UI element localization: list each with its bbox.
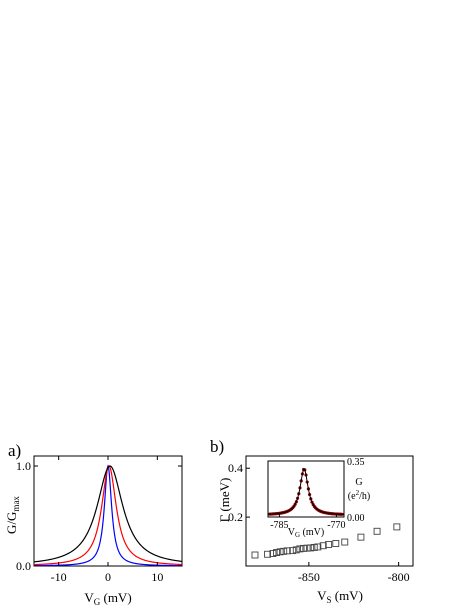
panel-b-point [332, 540, 340, 547]
inset-ytick-label: 0.00 [347, 513, 365, 524]
inset-xlabel-sub: G [295, 531, 300, 539]
inset-ylabel-pre: (e [348, 491, 356, 502]
panel-a-xtick-label: -10 [51, 570, 67, 584]
panel-b-point [300, 544, 307, 552]
panel-b-point [341, 538, 349, 546]
panel-a-frame [33, 455, 183, 567]
panel-b-point [373, 527, 381, 535]
panel-a-series-1 [33, 465, 183, 566]
panel-a-series-0 [34, 464, 182, 567]
panel-b-point [296, 545, 304, 553]
panel-a-ytick-label: 0.0 [16, 559, 31, 573]
inset-ylabel-post: /h) [359, 491, 370, 502]
panel-a-series-2 [33, 465, 183, 563]
panel-b-point [393, 523, 401, 531]
panel-b-label: b) [210, 437, 224, 456]
panel-b-point [314, 543, 322, 551]
panel-b-point [280, 547, 288, 555]
inset-xtick-label: -785 [270, 520, 288, 531]
inset-xlabel-unit: (mV) [300, 527, 324, 538]
inset-xlabel-main: V [288, 527, 296, 538]
panel-b-frame [245, 455, 414, 567]
inset-ylabel-line2: (e2/h) [348, 489, 370, 502]
panel-a-xlabel: VG (mV) [84, 590, 131, 607]
panel-b-ytick-label: 0.2 [228, 510, 243, 524]
panel-b-xlabel-unit: (mV) [331, 588, 362, 603]
panel-b-point [276, 548, 284, 556]
panel-b-xlabel-sub: S [326, 595, 331, 605]
panel-a-series-group [33, 464, 183, 567]
panel-b-point [303, 544, 311, 552]
panel-b-xtick-label: -800 [388, 570, 410, 584]
panel-a-label: a) [8, 441, 21, 460]
inset-ytick-label: 0.35 [347, 457, 365, 468]
panel-a-ticks: -10 0 10 0.0 1.0 [16, 456, 182, 584]
panel-a-xlabel-main: V [84, 590, 94, 605]
panel-b-point [264, 550, 271, 558]
panel-a-plot-area: -10 0 10 0.0 1.0 [16, 455, 183, 584]
panel-b-point [292, 546, 300, 554]
panel-b-ticks: -850 -800 0.2 0.4 [228, 461, 410, 584]
panel-b-xlabel-main: V [317, 588, 327, 603]
panel-b-point [307, 544, 315, 552]
panel-b-point [251, 551, 259, 559]
panel-a-ytick-label: 1.0 [16, 459, 31, 473]
inset-xlabel: VG (mV) [288, 527, 324, 539]
panel-b-point [310, 543, 318, 551]
panel-b-point [289, 547, 297, 555]
panel-a-ylabel: G/Gmax [4, 496, 21, 534]
panel-a-xlabel-sub: G [94, 597, 101, 607]
inset-ylabel-sup: 2 [356, 489, 360, 497]
inset-fit-line [267, 468, 345, 515]
panel-b-point [319, 542, 327, 550]
inset-ylabel-line1: G [355, 477, 362, 488]
panel-b-ytick-label: 0.4 [228, 461, 243, 475]
panel-a-chart: -10 0 10 0.0 1.0 VG (mV) G/Gmax [4, 455, 183, 607]
panel-b-point [283, 547, 291, 555]
panel-b-ylabel: Γ (meV) [217, 478, 232, 523]
panel-b-points [251, 523, 401, 559]
panel-b-point [273, 549, 280, 557]
panel-a-ylabel-sub: max [11, 496, 21, 512]
panel-b-point [269, 550, 277, 557]
inset-series-group [267, 467, 345, 516]
panel-b-point [325, 541, 333, 548]
panel-a-ylabel-main: G/G [4, 512, 19, 534]
inset-xtick-label: -770 [327, 520, 345, 531]
panel-a-xlabel-unit: (mV) [100, 590, 131, 605]
panel-a-xtick-label: 10 [151, 570, 163, 584]
panel-b-xlabel: VS (mV) [317, 588, 363, 605]
panel-b-point [357, 533, 365, 541]
panel-b-xtick-label: -850 [298, 570, 320, 584]
panel-a-xtick-label: 0 [105, 570, 111, 584]
